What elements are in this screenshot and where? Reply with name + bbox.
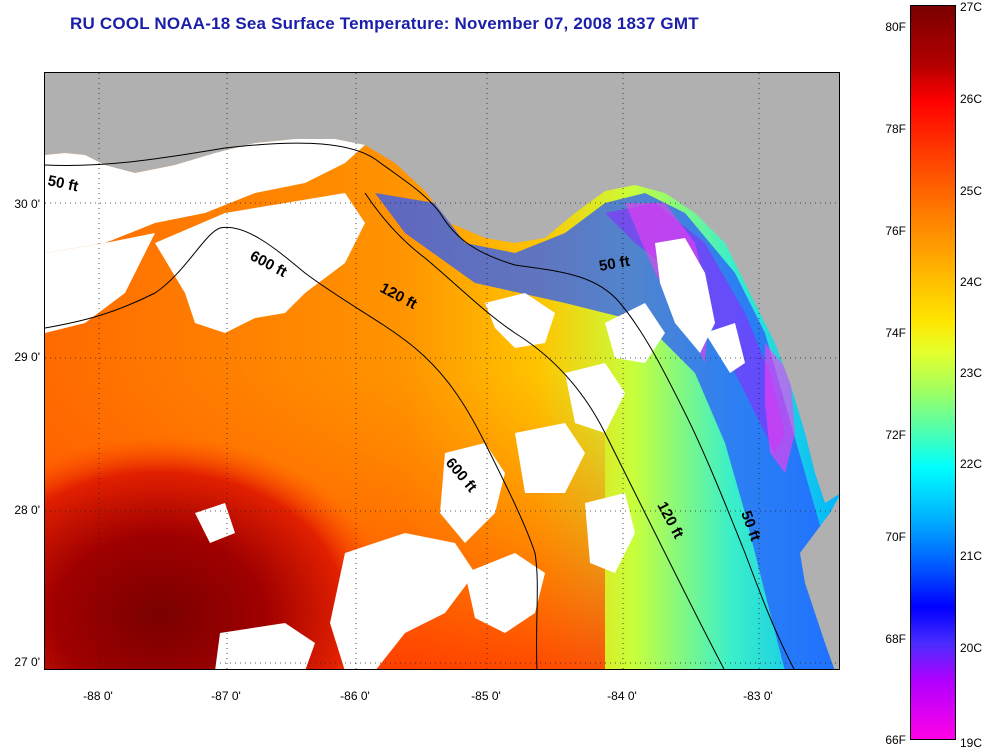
colorbar-label-80f: 80F [885,20,906,34]
sst-map[interactable]: 50 ft 600 ft 120 ft 50 ft 600 ft 120 ft … [44,72,840,670]
lon-label-87: -87 0' [211,689,241,703]
lon-label-85: -85 0' [471,689,501,703]
colorbar-label-70f: 70F [885,530,906,544]
colorbar-label-21c: 21C [960,549,983,563]
colorbar-label-23c: 23C [960,366,983,380]
contour-label-50ft-west: 50 ft [46,172,80,195]
coastal-no-data [45,139,365,253]
colorbar-label-20c: 20C [960,641,983,655]
lon-label-83: -83 0' [743,689,773,703]
contour-label-50ft-bigbend: 50 ft [598,253,631,275]
lon-label-88: -88 0' [83,689,113,703]
colorbar-label-68f: 68F [885,632,906,646]
colorbar-label-27c: 27C [960,0,983,14]
colorbar-label-74f: 74F [885,326,906,340]
lat-label-27: 27 0' [14,655,40,669]
map-title: RU COOL NOAA-18 Sea Surface Temperature:… [70,14,699,33]
lat-label-29: 29 0' [14,350,40,364]
lat-label-28: 28 0' [14,503,40,517]
colorbar-label-66f: 66F [885,733,906,747]
land-north [45,73,839,503]
land-east-peninsula [800,496,839,669]
colorbar-label-78f: 78F [885,122,906,136]
temperature-colorbar [910,5,956,740]
colorbar-label-25c: 25C [960,184,983,198]
colorbar-label-76f: 76F [885,224,906,238]
bathymetry-contours [45,142,795,669]
lat-label-30: 30 0' [14,197,40,211]
lon-label-86: -86 0' [340,689,370,703]
colorbar-label-22c: 22C [960,457,983,471]
colorbar-label-26c: 26C [960,92,983,106]
cloud-patches [155,193,745,669]
lon-label-84: -84 0' [607,689,637,703]
colorbar-label-19c: 19C [960,736,983,750]
colorbar-label-72f: 72F [885,428,906,442]
colorbar-label-24c: 24C [960,275,983,289]
